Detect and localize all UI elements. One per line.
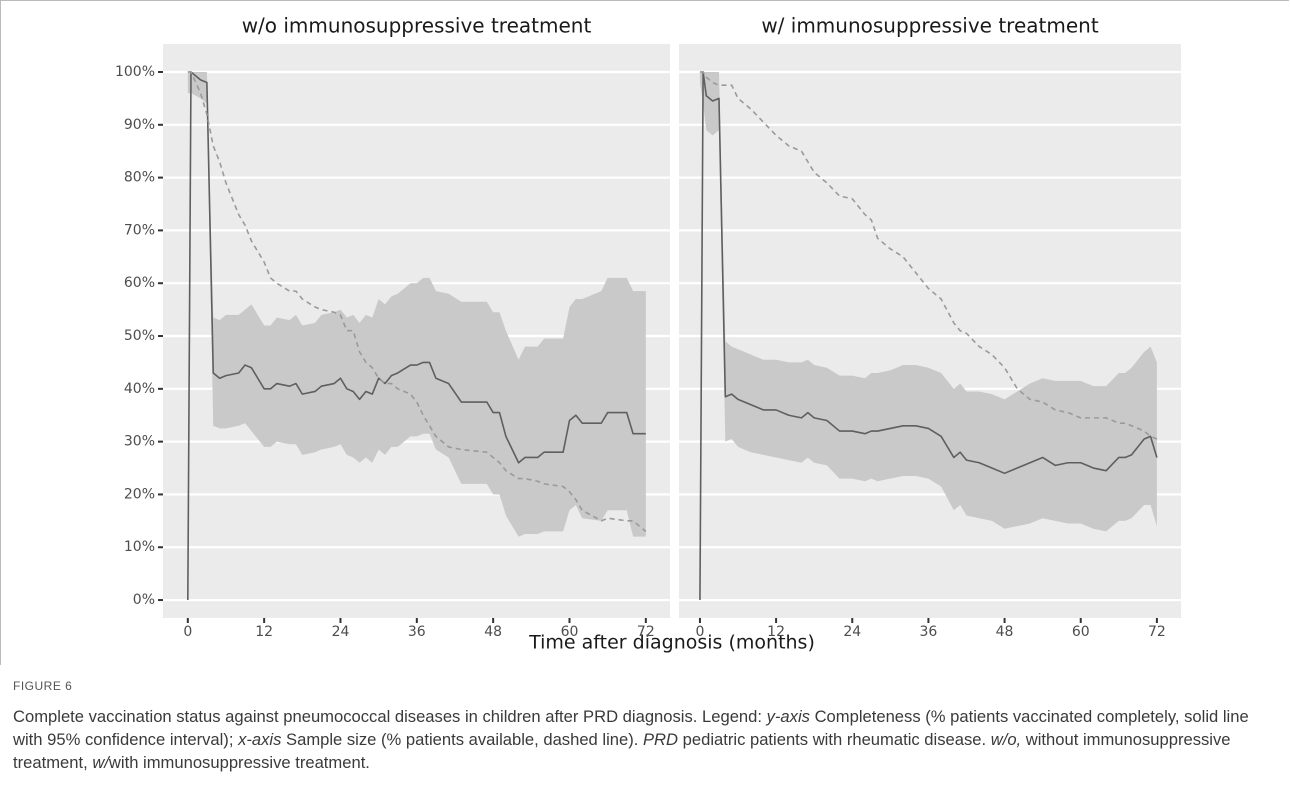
y-tick-label: 10% <box>124 539 155 555</box>
x-tick-label: 12 <box>255 624 273 640</box>
x-axis-label: Time after diagnosis (months) <box>528 632 815 654</box>
x-tick-label: 36 <box>408 624 426 640</box>
x-tick-label: 72 <box>1148 624 1166 640</box>
y-tick-label: 80% <box>124 170 155 186</box>
caption-text: with immunosuppressive treatment. <box>108 753 370 772</box>
figure-label: FIGURE 6 <box>13 679 73 693</box>
dashed-line <box>699 71 1158 440</box>
x-tick-label: 24 <box>843 624 861 640</box>
y-tick-label: 50% <box>124 328 155 344</box>
x-tick-label: 60 <box>561 624 579 640</box>
confidence-band <box>187 71 646 537</box>
y-tick-label: 90% <box>124 117 155 133</box>
caption-italic: w/ <box>92 753 109 772</box>
caption-italic: PRD <box>642 730 679 749</box>
y-tick-label: 0% <box>133 592 155 608</box>
x-tick-label: 60 <box>1072 624 1090 640</box>
y-tick-label: 70% <box>124 222 155 238</box>
figure-frame <box>0 0 1289 665</box>
x-tick-label: 48 <box>996 624 1014 640</box>
x-tick-label: 36 <box>919 624 937 640</box>
x-tick-label: 48 <box>484 624 502 640</box>
y-tick-label: 30% <box>124 434 155 450</box>
solid-line <box>699 71 1158 601</box>
chart: Time after diagnosis (months) w/o immuno… <box>115 14 1181 654</box>
caption-text: without immunosuppressive treatment, <box>13 730 1231 772</box>
x-tick-label: 24 <box>332 624 350 640</box>
x-tick-label: 12 <box>767 624 785 640</box>
y-tick-label: 40% <box>124 381 155 397</box>
caption-text: Completeness (% patients vaccinated comp… <box>13 707 1249 749</box>
x-tick-label: 72 <box>637 624 655 640</box>
panel-title: w/ immunosuppressive treatment <box>761 14 1099 38</box>
solid-line <box>187 71 646 601</box>
y-tick-label: 100% <box>115 64 155 80</box>
y-tick-label: 60% <box>124 275 155 291</box>
caption-text: Sample size (% patients available, dashe… <box>281 730 643 749</box>
caption-italic: y-axis <box>766 707 810 726</box>
caption-italic: x-axis <box>238 730 282 749</box>
panel-title: w/o immunosuppressive treatment <box>242 14 592 38</box>
caption-text: Complete vaccination status against pneu… <box>13 707 767 726</box>
x-tick-label: 0 <box>183 624 192 640</box>
panel-background <box>679 44 1181 618</box>
caption-italic: w/o, <box>990 730 1022 749</box>
confidence-band <box>699 71 1157 532</box>
x-tick-label: 0 <box>695 624 704 640</box>
y-tick-label: 20% <box>124 486 155 502</box>
caption: Complete vaccination status against pneu… <box>13 705 1278 774</box>
caption-text: pediatric patients with rheumatic diseas… <box>678 730 991 749</box>
